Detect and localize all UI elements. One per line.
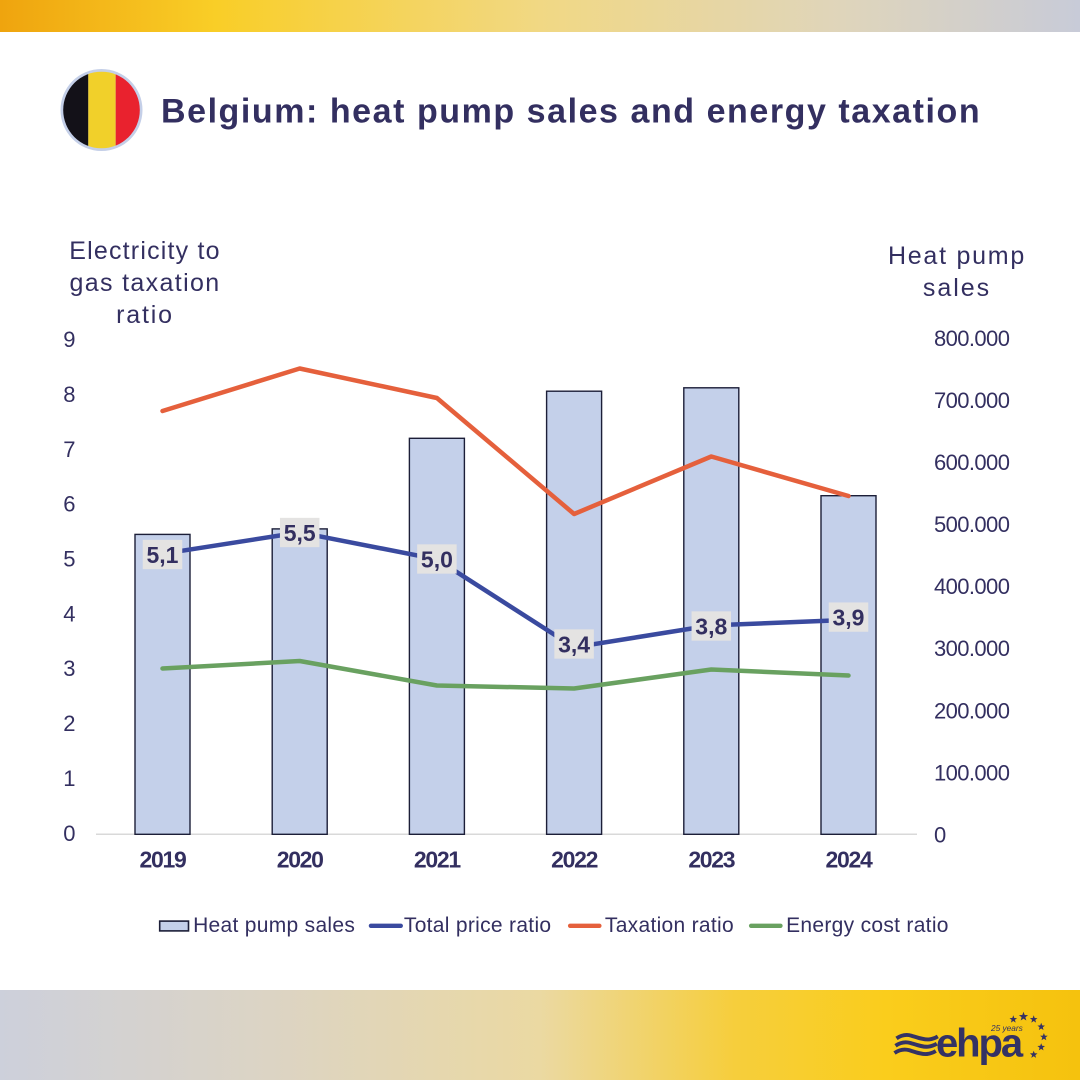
svg-text:300.000: 300.000 [934, 636, 1010, 661]
svg-text:1: 1 [63, 766, 75, 791]
svg-text:9: 9 [63, 327, 75, 352]
svg-text:0: 0 [934, 822, 946, 847]
svg-text:200.000: 200.000 [934, 698, 1010, 723]
svg-text:2023: 2023 [688, 847, 734, 873]
svg-text:gas taxation: gas taxation [69, 269, 220, 297]
svg-text:Electricity to: Electricity to [69, 237, 221, 265]
svg-text:8: 8 [63, 382, 75, 407]
svg-text:3,9: 3,9 [833, 605, 865, 631]
svg-text:2022: 2022 [551, 847, 597, 873]
svg-text:7: 7 [63, 437, 75, 462]
svg-text:25 years: 25 years [990, 1023, 1023, 1033]
svg-text:700.000: 700.000 [934, 388, 1010, 413]
svg-text:600.000: 600.000 [934, 450, 1010, 475]
svg-text:5: 5 [63, 547, 75, 572]
svg-text:4: 4 [63, 602, 75, 627]
svg-text:2: 2 [63, 711, 75, 736]
svg-text:2021: 2021 [414, 847, 461, 873]
svg-text:3: 3 [63, 656, 75, 681]
svg-text:5,1: 5,1 [147, 542, 179, 568]
svg-text:2024: 2024 [826, 847, 873, 873]
svg-text:100.000: 100.000 [934, 760, 1010, 785]
svg-text:800.000: 800.000 [934, 326, 1010, 351]
svg-text:Belgium: heat pump sales and e: Belgium: heat pump sales and energy taxa… [161, 93, 981, 131]
svg-text:2019: 2019 [140, 847, 186, 873]
svg-text:Taxation ratio: Taxation ratio [605, 914, 734, 937]
svg-text:400.000: 400.000 [934, 574, 1010, 599]
svg-text:Total price ratio: Total price ratio [404, 914, 552, 937]
svg-text:6: 6 [63, 492, 75, 517]
svg-text:sales: sales [923, 274, 991, 302]
svg-text:5,5: 5,5 [284, 520, 316, 546]
svg-text:3,4: 3,4 [558, 631, 590, 657]
svg-text:Heat pump: Heat pump [888, 242, 1026, 270]
svg-text:2020: 2020 [277, 847, 323, 873]
svg-text:Energy cost ratio: Energy cost ratio [786, 914, 949, 937]
svg-text:ehpa: ehpa [936, 1022, 1024, 1066]
svg-text:ratio: ratio [116, 301, 174, 329]
svg-text:0: 0 [63, 821, 75, 846]
svg-text:3,8: 3,8 [695, 613, 727, 639]
svg-text:5,0: 5,0 [421, 546, 453, 572]
svg-text:500.000: 500.000 [934, 512, 1010, 537]
svg-text:Heat pump sales: Heat pump sales [193, 914, 355, 937]
